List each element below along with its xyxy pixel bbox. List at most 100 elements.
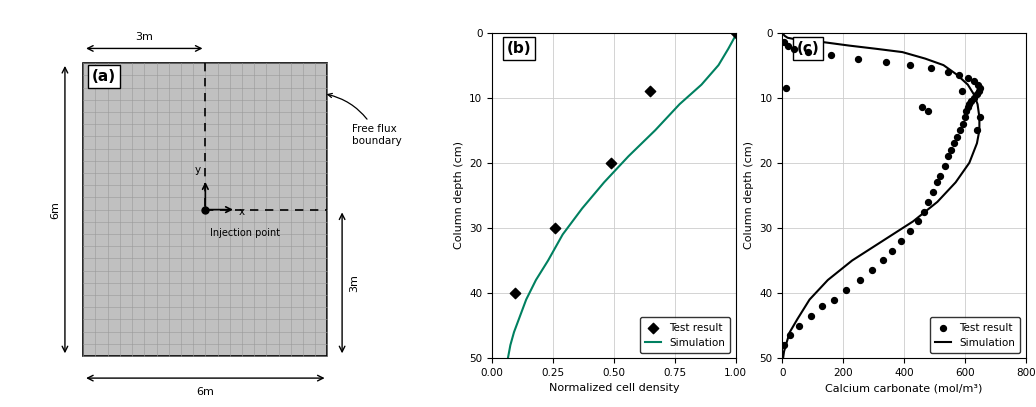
Test result (958, 107, 975, 114)
Simulation (781, 35, 794, 40)
Simulation (508, 330, 520, 335)
Test result (943, 147, 959, 153)
Simulation (949, 180, 961, 185)
Test result (924, 189, 941, 195)
Test result (961, 101, 978, 107)
Test result (929, 179, 946, 186)
Line: Simulation: Simulation (783, 34, 979, 358)
Simulation (972, 102, 984, 107)
Simulation (520, 297, 533, 302)
Test result (920, 107, 937, 114)
Test result (959, 104, 976, 111)
Test result (923, 65, 940, 72)
Text: 6m: 6m (197, 387, 214, 397)
Simulation (513, 317, 525, 322)
Simulation (501, 356, 514, 361)
Text: Injection point: Injection point (210, 228, 281, 238)
Simulation (783, 330, 796, 335)
Test result (850, 55, 866, 62)
Simulation (846, 258, 859, 263)
Test result (864, 267, 881, 274)
Test result (901, 228, 918, 234)
Simulation (556, 232, 569, 237)
Simulation (876, 239, 889, 243)
Legend: Test result, Simulation: Test result, Simulation (930, 317, 1020, 353)
Simulation (713, 63, 725, 68)
Test result (838, 287, 855, 293)
Test result (727, 29, 744, 36)
Test result (949, 133, 966, 140)
Text: 6m: 6m (50, 201, 60, 219)
Simulation (931, 199, 944, 204)
Test result (642, 88, 659, 94)
Test result (778, 85, 795, 91)
Test result (920, 199, 937, 205)
Simulation (529, 278, 542, 282)
X-axis label: Normalized cell density: Normalized cell density (548, 383, 680, 394)
Test result (969, 91, 985, 98)
Test result (952, 127, 969, 133)
Simulation (729, 30, 742, 35)
Test result (877, 59, 894, 65)
Test result (813, 303, 830, 309)
Test result (779, 42, 796, 49)
Simulation (803, 297, 815, 302)
Test result (603, 160, 620, 166)
Test result (946, 140, 962, 147)
Test result (972, 114, 988, 120)
Test result (852, 277, 868, 283)
Simulation (822, 278, 834, 282)
Simulation (649, 128, 661, 133)
Test result (971, 88, 987, 94)
Simulation (778, 349, 790, 354)
Test result (826, 296, 842, 303)
Test result (970, 81, 986, 88)
Test result (893, 238, 910, 244)
Y-axis label: Column depth (cm): Column depth (cm) (744, 141, 754, 249)
Simulation (818, 40, 831, 45)
Test result (775, 342, 792, 348)
Test result (884, 247, 900, 254)
Simulation (576, 206, 588, 211)
Simulation (505, 343, 517, 348)
Text: x: x (238, 207, 244, 217)
Test result (950, 72, 967, 78)
Simulation (673, 102, 686, 107)
Simulation (598, 180, 610, 185)
Test result (953, 88, 970, 94)
Test result (781, 332, 798, 339)
Text: Free flux
boundary: Free flux boundary (327, 94, 402, 146)
Simulation (968, 92, 980, 97)
Simulation (951, 72, 963, 77)
Test result (956, 114, 973, 120)
Simulation (800, 38, 812, 43)
Text: (b): (b) (507, 41, 531, 56)
Test result (940, 68, 956, 75)
Simulation (542, 258, 554, 263)
Test result (823, 52, 839, 59)
Test result (776, 39, 793, 46)
Line: Simulation: Simulation (508, 33, 736, 358)
Bar (83, 63, 327, 356)
Test result (969, 127, 985, 133)
Text: 3m: 3m (136, 32, 153, 42)
Y-axis label: Column depth (cm): Column depth (cm) (454, 141, 464, 249)
Test result (507, 290, 523, 296)
Test result (874, 257, 891, 264)
Simulation (722, 46, 735, 51)
Text: 3m: 3m (349, 274, 359, 292)
Simulation (870, 46, 883, 51)
Simulation (788, 37, 801, 42)
Test result (901, 62, 918, 68)
Test result (955, 120, 972, 127)
Test result (547, 225, 564, 231)
Test result (800, 49, 816, 55)
Test result (937, 163, 953, 169)
Simulation (792, 317, 804, 322)
Simulation (971, 141, 983, 146)
Test result (972, 85, 988, 91)
Simulation (961, 82, 974, 87)
Simulation (780, 343, 793, 348)
Test result (790, 322, 807, 329)
Simulation (896, 50, 909, 55)
